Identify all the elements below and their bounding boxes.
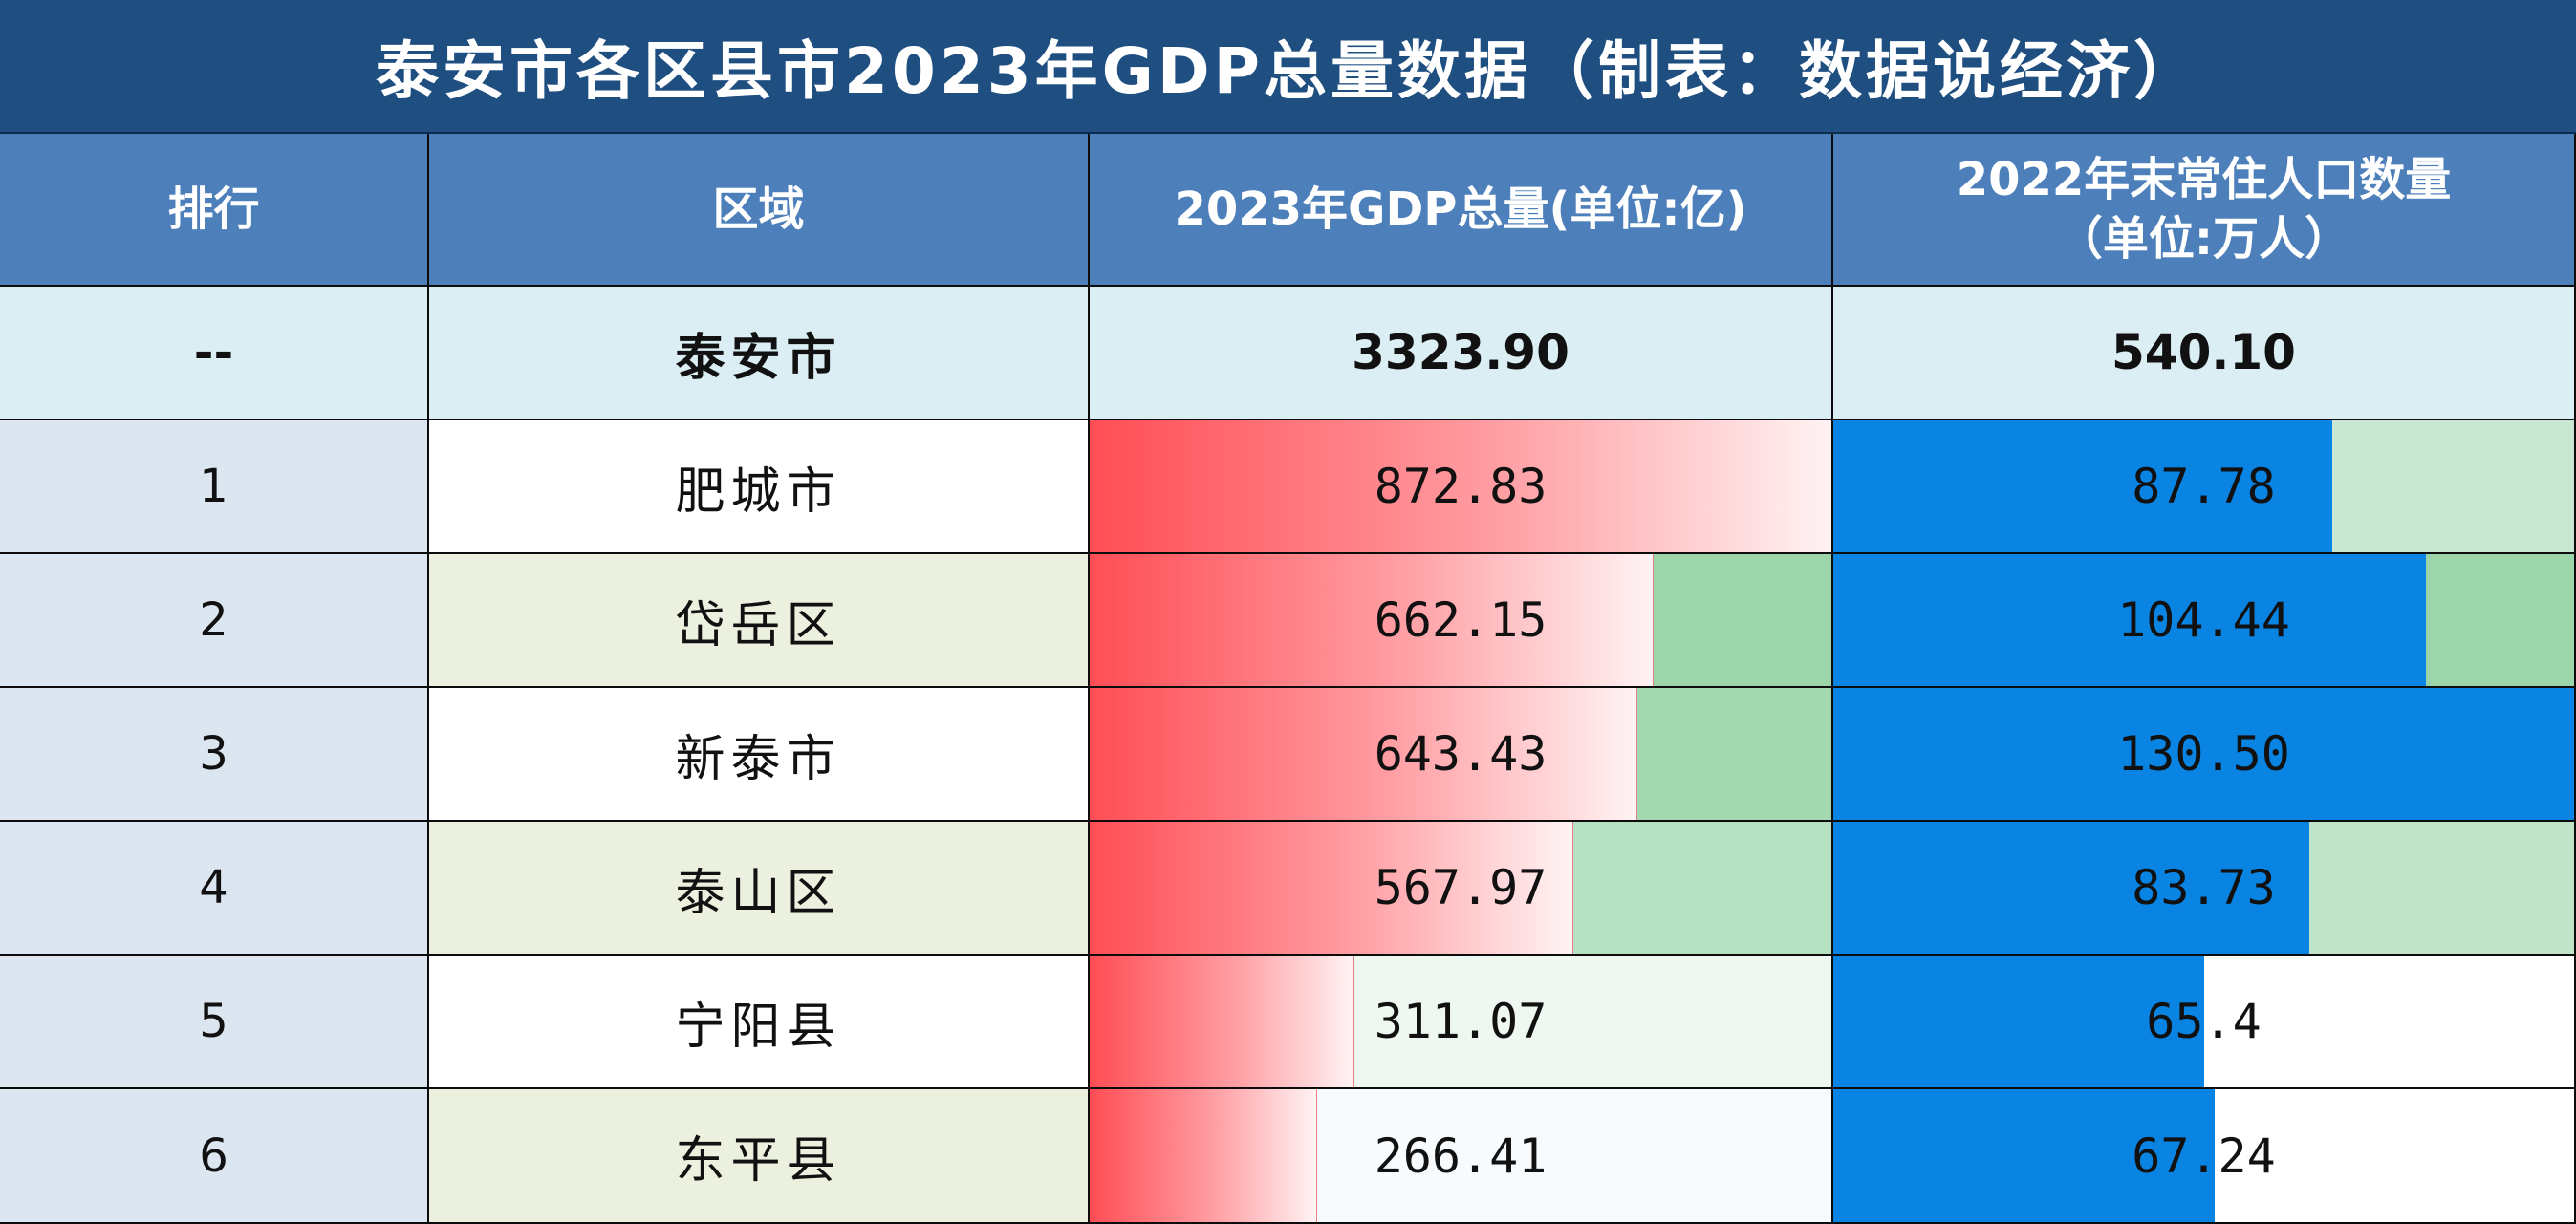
gdp-data-bar [1090, 1089, 1317, 1222]
population-value: 104.44 [2117, 592, 2290, 648]
gdp-data-bar [1090, 822, 1574, 954]
region-text: 岱岳区 [675, 596, 842, 655]
rank-text: 5 [199, 995, 228, 1048]
header-region-label: 区域 [712, 183, 805, 236]
table-row-region: 东平县 [429, 1089, 1090, 1224]
gdp-value: 311.07 [1374, 994, 1548, 1049]
table-row-gdp: 567.97 [1090, 822, 1833, 956]
gdp-value: 643.43 [1374, 726, 1548, 782]
table-row-gdp: 643.43 [1090, 688, 1833, 822]
table-row-population: 67.24 [1833, 1089, 2576, 1224]
population-bar-remainder [2331, 420, 2574, 552]
table-row-region: 泰山区 [429, 822, 1090, 956]
population-value: 65.4 [2146, 994, 2262, 1049]
total-gdp: 3323.90 [1090, 287, 1833, 420]
population-data-bar [1833, 420, 2332, 552]
population-bar-remainder [2308, 822, 2574, 954]
table-row-gdp: 311.07 [1090, 956, 1833, 1089]
region-text: 泰山区 [675, 864, 842, 922]
table-row-rank: 3 [0, 688, 429, 822]
table-row-rank: 1 [0, 420, 429, 554]
rank-text: 1 [199, 460, 228, 513]
table-row-gdp: 872.83 [1090, 420, 1833, 554]
population-bar-remainder [2426, 554, 2574, 686]
table-row-region: 新泰市 [429, 688, 1090, 822]
table-row-gdp: 266.41 [1090, 1089, 1833, 1224]
total-region: 泰安市 [429, 287, 1090, 420]
table-row-population: 83.73 [1833, 822, 2576, 956]
table-row-gdp: 662.15 [1090, 554, 1833, 688]
population-value: 87.78 [2132, 459, 2276, 514]
table-row-region: 岱岳区 [429, 554, 1090, 688]
region-text: 新泰市 [675, 730, 842, 788]
population-value: 130.50 [2117, 726, 2290, 782]
rank-text: 2 [199, 593, 228, 647]
table-title: 泰安市各区县市2023年GDP总量数据（制表：数据说经济） [0, 0, 2576, 134]
header-population-line2: （单位:万人） [2056, 212, 2351, 266]
total-rank: -- [0, 287, 429, 420]
population-data-bar [1833, 688, 2574, 820]
total-region-text: 泰安市 [675, 328, 842, 387]
gdp-data-bar [1090, 688, 1637, 820]
gdp-bar-remainder [1572, 822, 1831, 954]
gdp-value: 872.83 [1374, 459, 1548, 514]
gdp-data-bar [1090, 956, 1355, 1087]
gdp-value: 567.97 [1374, 860, 1548, 915]
table-row-population: 130.50 [1833, 688, 2576, 822]
header-population-line1: 2022年末常住人口数量 [1956, 153, 2452, 206]
population-data-bar [1833, 956, 2205, 1087]
total-gdp-value: 3323.90 [1352, 325, 1569, 380]
table-row-region: 肥城市 [429, 420, 1090, 554]
region-text: 肥城市 [675, 462, 842, 521]
gdp-bar-remainder [1652, 554, 1831, 686]
rank-text: 3 [199, 727, 228, 781]
population-data-bar [1833, 554, 2426, 686]
population-value: 67.24 [2132, 1127, 2276, 1184]
table-row-rank: 2 [0, 554, 429, 688]
gdp-bar-remainder [1315, 1089, 1831, 1222]
gdp-value: 266.41 [1374, 1127, 1548, 1184]
table-row-population: 87.78 [1833, 420, 2576, 554]
population-bar-remainder [2215, 1089, 2574, 1222]
population-value: 83.73 [2132, 860, 2276, 915]
total-population-value: 540.10 [2111, 325, 2296, 380]
table-row-rank: 6 [0, 1089, 429, 1224]
total-rank-text: -- [193, 325, 234, 380]
header-rank-label: 排行 [167, 183, 260, 236]
region-text: 东平县 [675, 1132, 842, 1190]
header-gdp-label: 2023年GDP总量(单位:亿) [1174, 183, 1747, 236]
gdp-bar-remainder [1353, 956, 1831, 1087]
gdp-value: 662.15 [1374, 592, 1548, 648]
population-data-bar [1833, 822, 2309, 954]
population-data-bar [1833, 1089, 2216, 1222]
total-population: 540.10 [1833, 287, 2576, 420]
region-text: 宁阳县 [675, 998, 842, 1056]
header-rank: 排行 [0, 134, 429, 287]
gdp-data-bar [1090, 420, 1831, 552]
data-grid: 排行 区域 2023年GDP总量(单位:亿) 2022年末常住人口数量 （单位:万人） -… [0, 134, 2576, 1224]
gdp-bar-remainder [1635, 688, 1831, 820]
table-row-population: 104.44 [1833, 554, 2576, 688]
population-bar-remainder [2204, 956, 2574, 1087]
table-row-rank: 5 [0, 956, 429, 1089]
table-row-rank: 4 [0, 822, 429, 956]
rank-text: 6 [199, 1128, 228, 1183]
header-population: 2022年末常住人口数量 （单位:万人） [1833, 134, 2576, 287]
rank-text: 4 [199, 861, 228, 914]
header-region: 区域 [429, 134, 1090, 287]
table-row-region: 宁阳县 [429, 956, 1090, 1089]
header-gdp: 2023年GDP总量(单位:亿) [1090, 134, 1833, 287]
table-row-population: 65.4 [1833, 956, 2576, 1089]
gdp-data-bar [1090, 554, 1654, 686]
